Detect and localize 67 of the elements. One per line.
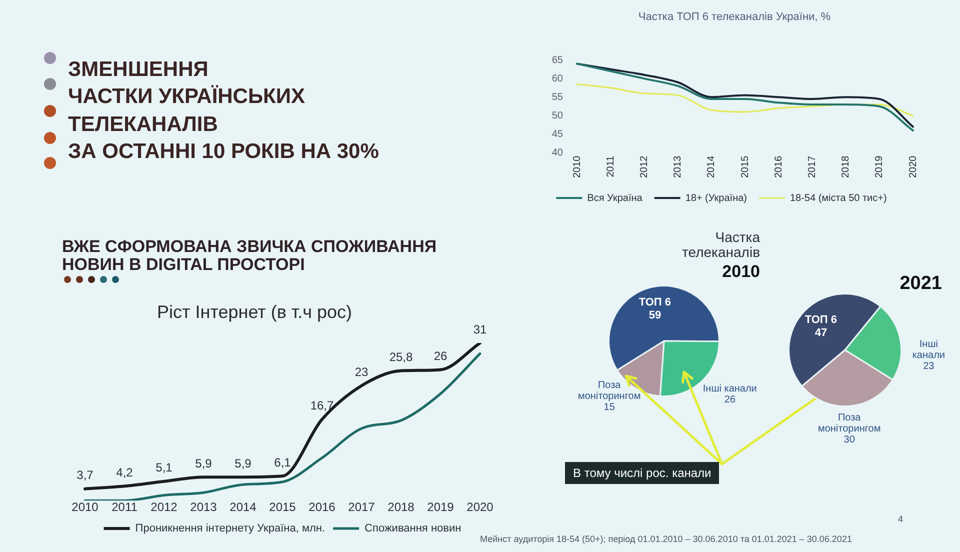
x-tick-label: 2013 (190, 500, 218, 514)
data-label: 26 (724, 394, 736, 406)
y-tick-label: 45 (552, 128, 564, 140)
data-label: 3,7 (76, 468, 94, 482)
slice-label: Поза моніторингом (578, 380, 641, 402)
data-label: 30 (844, 434, 856, 446)
text: В тому числі рос. канали (565, 462, 720, 484)
data-label: 5,9 (195, 456, 212, 470)
slice-label: ТОП 6 (638, 296, 672, 309)
data-label: 15 (604, 402, 616, 414)
data-label: 16,7 (310, 398, 334, 413)
chart-subtitle: Ріст Інтернет (в т.ч рос) (157, 302, 352, 323)
text: 4 (898, 514, 904, 524)
x-tick-label: 2020 (466, 500, 494, 514)
x-tick-label: 2015 (269, 500, 296, 514)
chart-title: Частка ТОП 6 телеканалів України, % (637, 11, 832, 23)
data-label: 25,8 (389, 350, 413, 364)
slice-label: Поза моніторингом (818, 412, 881, 434)
legend-label: Споживання новин (364, 522, 462, 535)
data-label: 59 (648, 310, 662, 322)
x-tick-label: 2011 (112, 500, 138, 514)
x-tick-label: 2016 (308, 500, 336, 514)
chart-subtitle: 2010 (722, 262, 760, 282)
data-label: 47 (814, 326, 828, 339)
line-series (576, 83, 914, 116)
y-tick-label: 40 (552, 148, 564, 159)
data-label: 31 (473, 322, 487, 336)
chart-title: Частка телеканалів (681, 229, 760, 260)
x-tick-label: 2012 (150, 500, 178, 514)
x-tick-label: 2012 (638, 155, 650, 178)
data-label: 5,1 (156, 460, 173, 475)
slice-label: Інші канали (702, 383, 757, 394)
text: Мейнст аудиторія 18-54 (50+); період 01.01.2010 – 30.06.2010 та 01.01.2021 – 30.06.2021 (480, 534, 852, 544)
x-tick-label: 2013 (672, 155, 684, 178)
slice-label: Інші канали (912, 339, 945, 362)
y-tick-label: 50 (552, 110, 564, 122)
x-tick-label: 2020 (908, 155, 919, 178)
y-tick-label: 55 (552, 92, 564, 103)
legend-label: 18-54 (міста 50 тис+) (790, 192, 887, 204)
y-tick-label: 60 (552, 73, 564, 84)
data-label: 23 (354, 365, 368, 380)
text: ЗМЕНШЕННЯ ЧАСТКИ УКРАЇНСЬКИХ ТЕЛЕКАНАЛІВ ЗА ОСТАННІ 10 РОКІВ НА 30% (68, 57, 380, 165)
x-tick-label: 2018 (388, 500, 415, 514)
x-tick-label: 2011 (605, 155, 616, 178)
chart-title: ВЖЕ СФОРМОВАНА ЗВИЧКА СПОЖИВАННЯ НОВИН В DIGITAL ПРОСТОРІ (62, 237, 438, 274)
x-tick-label: 2019 (874, 155, 886, 178)
chart-title: 2021 (900, 273, 942, 295)
x-tick-label: 2014 (706, 155, 718, 178)
legend-label: 18+ (Україна) (685, 192, 747, 204)
y-tick-label: 65 (552, 54, 564, 66)
x-tick-label: 2018 (840, 155, 852, 178)
x-tick-label: 2010 (572, 155, 583, 178)
slice-label: ТОП 6 (804, 314, 838, 326)
x-tick-label: 2015 (740, 155, 751, 178)
legend-label: Проникнення інтернету Україна, млн. (135, 522, 326, 535)
data-label: 4,2 (116, 465, 134, 480)
x-tick-label: 2016 (773, 155, 784, 178)
x-tick-label: 2010 (72, 500, 99, 514)
data-label: 6,1 (274, 455, 292, 470)
x-tick-label: 2017 (806, 155, 818, 178)
data-label: 23 (923, 361, 935, 372)
data-label: 5,9 (234, 456, 252, 470)
data-label: 26 (434, 349, 448, 364)
legend-label: Вся Україна (587, 192, 643, 204)
x-tick-label: 2019 (427, 500, 454, 514)
x-tick-label: 2014 (230, 500, 257, 514)
x-tick-label: 2017 (348, 500, 376, 514)
